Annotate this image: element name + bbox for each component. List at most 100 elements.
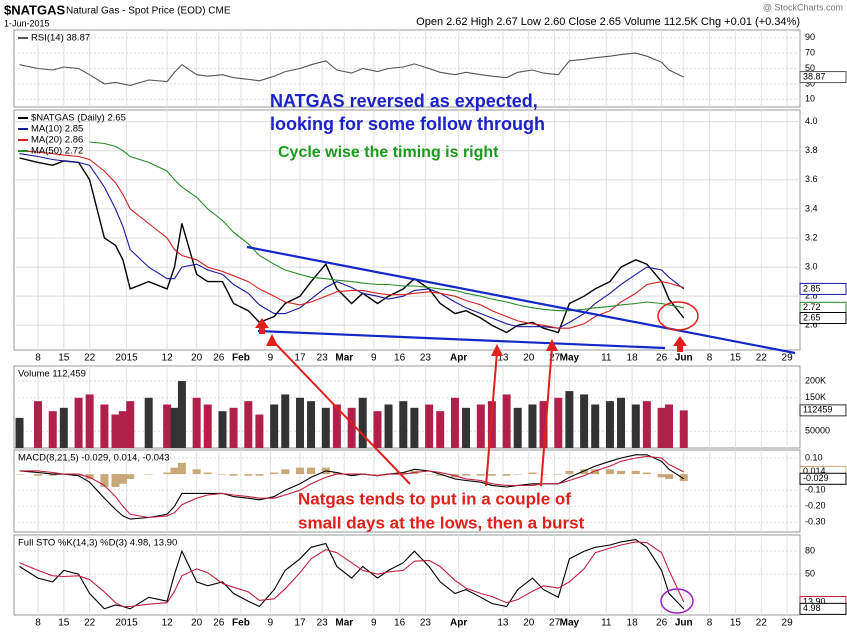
- y-tick-label: 80: [805, 546, 815, 556]
- bar: [307, 401, 316, 448]
- bar: [631, 470, 640, 475]
- bar: [203, 404, 212, 448]
- badge: [799, 602, 847, 615]
- bar: [665, 404, 673, 448]
- bar: [502, 394, 511, 448]
- arrow-head: [491, 344, 503, 356]
- bar: [679, 410, 688, 448]
- arrow-head: [266, 334, 278, 346]
- bar: [244, 401, 253, 448]
- bar: [462, 474, 471, 476]
- x-tick-label: 12: [162, 618, 174, 629]
- bar: [642, 401, 651, 448]
- bar: [476, 404, 485, 448]
- bar: [373, 411, 382, 448]
- x-tick-label: 22: [84, 618, 96, 629]
- x-tick-label: 9: [371, 353, 377, 364]
- legend-label: RSI(14) 38.87: [31, 33, 90, 44]
- legend-label: MA(10) 2.85: [31, 124, 83, 135]
- bar: [462, 407, 471, 448]
- bar: [270, 404, 279, 448]
- y-tick-label: -0.20: [805, 501, 826, 511]
- y-tick-label: 3.2: [805, 232, 818, 242]
- panel-title: MACD(8,21,5) -0.029, 0.014, -0.043: [18, 453, 170, 464]
- bar: [48, 411, 57, 448]
- source: @ StockCharts.com: [763, 2, 843, 12]
- y-tick-label: 50000: [805, 426, 830, 436]
- y-tick-label: 30: [805, 78, 815, 88]
- bar: [203, 472, 212, 475]
- line: [19, 541, 685, 608]
- bar: [85, 394, 94, 448]
- line: [19, 455, 685, 519]
- x-tick-label: 22: [756, 353, 768, 364]
- badge: [799, 71, 847, 84]
- y-tick-label: 90: [805, 32, 815, 42]
- bar: [118, 474, 127, 484]
- arrow: [540, 346, 553, 487]
- x-tick-label: Feb: [232, 353, 250, 364]
- y-tick-label: 3.8: [805, 145, 818, 155]
- badge-label: 4.98: [803, 603, 821, 613]
- x-tick-label: 29: [782, 353, 794, 364]
- bar: [528, 404, 537, 448]
- annotation: Natgas tends to put in a couple of: [298, 489, 571, 508]
- badge-label: -0.029: [803, 473, 829, 483]
- badge-label: 0.014: [803, 466, 826, 476]
- x-tick-label: 26: [656, 353, 668, 364]
- bar: [118, 411, 127, 448]
- x-tick-label: Apr: [450, 353, 467, 364]
- bar: [373, 474, 382, 475]
- bar: [144, 397, 153, 448]
- y-tick-label: 3.6: [805, 174, 818, 184]
- trend-line: [257, 329, 666, 350]
- bar: [218, 474, 227, 475]
- bar: [631, 404, 640, 448]
- x-tick-label: 8: [35, 618, 41, 629]
- x-tick-label: 8: [707, 618, 713, 629]
- x-tick-label: 2015: [115, 618, 138, 629]
- x-tick-label: 20: [523, 618, 535, 629]
- x-tick-label: 26: [656, 618, 668, 629]
- bar: [450, 397, 459, 448]
- bar: [425, 404, 434, 448]
- line: [19, 150, 684, 329]
- y-tick-label: -0.30: [805, 517, 826, 527]
- x-tick-label: Jun: [675, 353, 693, 364]
- bar: [358, 397, 367, 448]
- bar: [126, 401, 135, 448]
- bar: [111, 414, 120, 448]
- x-tick-label: 8: [35, 353, 41, 364]
- panel: [13, 109, 801, 351]
- x-tick-label: 23: [420, 353, 432, 364]
- badge-label: 2.85: [803, 283, 821, 293]
- legend-label: MA(20) 2.86: [31, 135, 83, 146]
- bar: [502, 474, 511, 476]
- bar: [163, 404, 172, 448]
- x-tick-label: 13: [497, 353, 509, 364]
- bar: [332, 404, 341, 448]
- badge: [799, 404, 847, 417]
- x-tick-label: 12: [162, 353, 174, 364]
- bar: [580, 394, 589, 448]
- line: [19, 539, 685, 610]
- annotation: small days at the lows, then a burst: [298, 513, 585, 532]
- x-tick-label: 15: [58, 618, 70, 629]
- bar: [170, 467, 179, 475]
- bar: [126, 474, 135, 479]
- legend-label: $NATGAS (Daily) 2.65: [31, 113, 126, 124]
- bar: [15, 417, 24, 448]
- bar: [554, 397, 563, 448]
- badge-label: 2.65: [803, 312, 821, 322]
- y-tick-label: 200K: [805, 375, 826, 385]
- circle: [657, 301, 699, 331]
- x-tick-label: 23: [317, 353, 329, 364]
- bar: [487, 474, 496, 476]
- y-tick-label: 50: [805, 63, 815, 73]
- bar: [617, 470, 626, 475]
- y-tick-label: 4.0: [805, 116, 818, 126]
- bar: [33, 401, 42, 448]
- bar: [539, 474, 548, 475]
- bar: [74, 474, 83, 476]
- bar: [100, 474, 109, 487]
